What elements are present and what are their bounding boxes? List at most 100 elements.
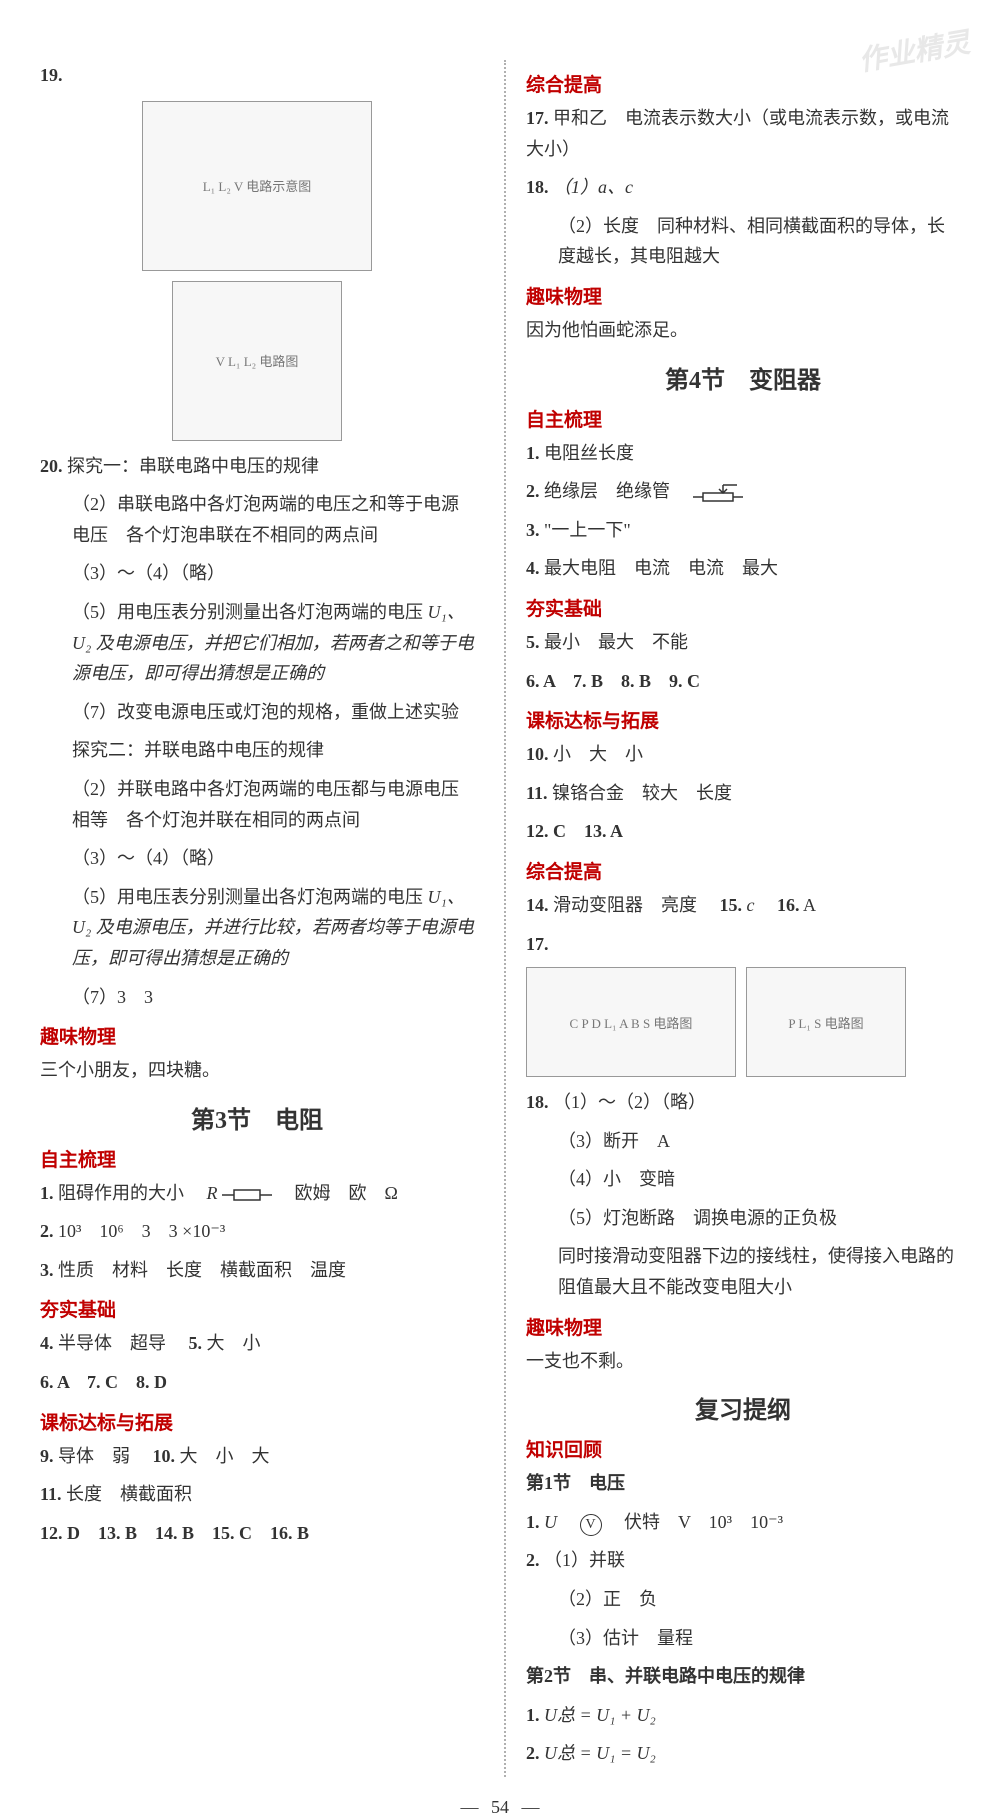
- r17-text: 甲和乙 电流表示数大小（或电流表示数，或电流大小）: [526, 108, 949, 159]
- s4-l5: 5. 最小 最大 不能: [526, 627, 960, 658]
- s4-q6: 6. A 7. B 8. B 9. C: [526, 671, 700, 691]
- figure-19a: L₁ L₂ V 电路示意图: [40, 101, 474, 271]
- zhishi-heading: 知识回顾: [526, 1435, 960, 1462]
- s3-q6: 6. A 7. C 8. D: [40, 1372, 167, 1392]
- section4-title: 第4节 变阻器: [526, 360, 960, 395]
- q20-line4a: （5）用电压表分别测量出各灯泡两端的电压: [72, 602, 423, 622]
- fx-l1b: 伏特 V 10³ 10⁻³: [606, 1512, 783, 1532]
- s3-q2n: 2.: [40, 1221, 54, 1241]
- s4-l16-text: A: [803, 895, 816, 915]
- zizhu-heading-s3: 自主梳理: [40, 1145, 474, 1172]
- s3-q9n: 9.: [40, 1446, 54, 1466]
- s4-l18-5b: 同时接滑动变阻器下边的接线柱，使得接入电路的阻值最大且不能改变电阻大小: [526, 1241, 960, 1302]
- s3-l1b: 欧姆 欧 Ω: [277, 1183, 398, 1203]
- q20-line2: （2）串联电路中各灯泡两端的电压之和等于电源电压 各个灯泡串联在不相同的两点间: [40, 489, 474, 550]
- s4-q15n: 15.: [720, 895, 743, 915]
- s3-line3: 3. 性质 材料 长度 横截面积 温度: [40, 1255, 474, 1286]
- s4-l15-text: c: [747, 895, 773, 915]
- s3-q1n: 1.: [40, 1183, 54, 1203]
- q20-line6: 探究二：并联电路中电压的规律: [40, 735, 474, 766]
- fx-l2-2: （2）正 负: [526, 1584, 960, 1615]
- voltmeter-icon: V: [580, 1514, 602, 1536]
- s4-l5-text: 最小 最大 不能: [544, 632, 688, 652]
- s3-line9-10: 9. 导体 弱 10. 大 小 大: [40, 1441, 474, 1472]
- kebiao-heading-s4: 课标达标与拓展: [526, 706, 960, 733]
- page-number-value: 54: [491, 1797, 509, 1817]
- r18-2: （2）长度 同种材料、相同横截面积的导体，长度越长，其电阻越大: [526, 211, 960, 272]
- s4-l1: 1. 电阻丝长度: [526, 438, 960, 469]
- resistor-icon: [222, 1187, 272, 1203]
- r17-num: 17.: [526, 108, 549, 128]
- s4-l1-text: 电阻丝长度: [544, 443, 634, 463]
- q20-line9: （5）用电压表分别测量出各灯泡两端的电压 U₁、U₂ 及电源电压，并进行比较，若…: [40, 882, 474, 974]
- s4-l18-1: （1）～（2）（略）: [553, 1092, 706, 1112]
- s4-l14-text: 滑动变阻器 亮度: [553, 895, 715, 915]
- s3-line4-5: 4. 半导体 超导 5. 大 小: [40, 1328, 474, 1359]
- fx-sec1-title: 第1节 电压: [526, 1468, 960, 1499]
- s3-q4n: 4.: [40, 1333, 54, 1353]
- rheostat-icon: [693, 483, 743, 503]
- quwu-text-r1: 因为他怕画蛇添足。: [526, 315, 960, 346]
- fig19a-placeholder: L₁ L₂ V 电路示意图: [142, 101, 372, 271]
- fx-s2-l2: 2. U总 = U₁ = U₂: [526, 1738, 960, 1769]
- kebiao-heading-s3: 课标达标与拓展: [40, 1408, 474, 1435]
- s4-q6-9: 6. A 7. B 8. B 9. C: [526, 666, 960, 697]
- s3-l1-R: R: [207, 1183, 218, 1203]
- fuxitigang-title: 复习提纲: [526, 1390, 960, 1425]
- s3-l11: 长度 横截面积: [66, 1484, 192, 1504]
- s3-q3n: 3.: [40, 1260, 54, 1280]
- r18: 18. （1）a、c: [526, 172, 960, 203]
- s4-l3-text: "一上一下": [544, 520, 631, 540]
- s3-l9: 导体 弱: [58, 1446, 148, 1466]
- s3-line1: 1. 阻碍作用的大小 R 欧姆 欧 Ω: [40, 1178, 474, 1209]
- quwu2-text: 一支也不剩。: [526, 1346, 960, 1377]
- s4-l4-text: 最大电阻 电流 电流 最大: [544, 558, 778, 578]
- s3-l4: 半导体 超导: [58, 1333, 184, 1353]
- s3-q10n: 10.: [153, 1446, 176, 1466]
- fx-l1a: U: [544, 1512, 575, 1532]
- quwu-heading-left: 趣味物理: [40, 1022, 474, 1049]
- zonghe-heading: 综合提高: [526, 70, 960, 97]
- fx-l2: 2. （1）并联: [526, 1545, 960, 1576]
- fig17b-placeholder: P L₁ S 电路图: [746, 967, 906, 1077]
- s4-l4: 4. 最大电阻 电流 电流 最大: [526, 553, 960, 584]
- s4-l18: 18. （1）～（2）（略）: [526, 1087, 960, 1118]
- s4-q12-13: 12. C 13. A: [526, 816, 960, 847]
- gongshi-heading-s3: 夯实基础: [40, 1295, 474, 1322]
- s3-l3: 性质 材料 长度 横截面积 温度: [58, 1260, 346, 1280]
- fx-l2-3: （3）估计 量程: [526, 1623, 960, 1654]
- fx-s2-l1: 1. U总 = U₁ + U₂: [526, 1700, 960, 1731]
- s4-l18-5: （5）灯泡断路 调换电源的正负极: [526, 1203, 960, 1234]
- q20: 20. 探究一：串联电路中电压的规律: [40, 451, 474, 482]
- s4-l2: 2. 绝缘层 绝缘管: [526, 476, 960, 507]
- s3-q12-16: 12. D 13. B 14. B 15. C 16. B: [40, 1518, 474, 1549]
- r18-1: （1）a、c: [553, 177, 633, 197]
- fx-sec2-title: 第2节 串、并联电路中电压的规律: [526, 1661, 960, 1692]
- q20-line8: （3）～（4）（略）: [40, 843, 474, 874]
- s3-q11n: 11.: [40, 1484, 62, 1504]
- s4-l11-text: 镍铬合金 较大 长度: [552, 783, 732, 803]
- q19: 19.: [40, 60, 474, 91]
- page-number: — 54 —: [40, 1797, 960, 1818]
- quwu-text-left: 三个小朋友，四块糖。: [40, 1055, 474, 1086]
- gongshi-heading-s4: 夯实基础: [526, 594, 960, 621]
- s4-q17: 17.: [526, 929, 960, 960]
- s3-l5: 大 小: [207, 1333, 261, 1353]
- q19-number: 19.: [40, 65, 63, 85]
- fig17a-placeholder: C P D L₁ A B S 电路图: [526, 967, 736, 1077]
- q20-line1: 探究一：串联电路中电压的规律: [67, 456, 319, 476]
- q20-line7: （2）并联电路中各灯泡两端的电压都与电源电压相等 各个灯泡并联在相同的两点间: [40, 774, 474, 835]
- section3-title: 第3节 电阻: [40, 1100, 474, 1135]
- q20-line10: （7）3 3: [40, 982, 474, 1013]
- s3-l2: 10³ 10⁶ 3 3 ×10⁻³: [58, 1221, 225, 1241]
- s4-l10: 10. 小 大 小: [526, 739, 960, 770]
- page-content: 19. L₁ L₂ V 电路示意图 V L₁ L₂ 电路图 20. 探究一：串联…: [40, 60, 960, 1777]
- s4-l10-text: 小 大 小: [553, 744, 643, 764]
- s4-q17n: 17.: [526, 934, 549, 954]
- left-column: 19. L₁ L₂ V 电路示意图 V L₁ L₂ 电路图 20. 探究一：串联…: [40, 60, 474, 1777]
- q20-line4: （5）用电压表分别测量出各灯泡两端的电压 U₁、U₂ 及电源电压，并把它们相加，…: [40, 597, 474, 689]
- s4-l14-16: 14. 滑动变阻器 亮度 15. c 16. A: [526, 890, 960, 921]
- s3-q5n: 5.: [189, 1333, 203, 1353]
- r17: 17. 甲和乙 电流表示数大小（或电流表示数，或电流大小）: [526, 103, 960, 164]
- s4-l18-3: （3）断开 A: [526, 1126, 960, 1157]
